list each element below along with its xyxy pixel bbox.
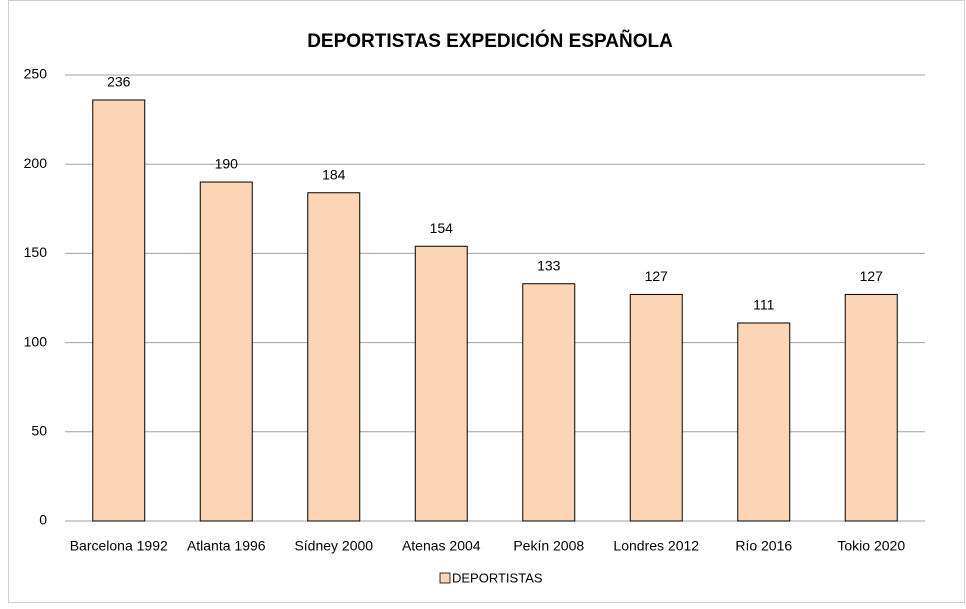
data-label: 154 (430, 220, 454, 236)
legend-label: DEPORTISTAS (452, 570, 543, 585)
chart-title: DEPORTISTAS EXPEDICIÓN ESPAÑOLA (307, 30, 673, 52)
data-label: 190 (215, 156, 239, 172)
bar (92, 99, 146, 522)
y-tick-label: 0 (39, 512, 47, 528)
bar (737, 322, 791, 522)
data-label: 236 (107, 74, 131, 90)
bar (844, 293, 898, 522)
bar (414, 245, 468, 522)
data-label: 133 (537, 257, 561, 273)
x-tick-label: Londres 2012 (613, 538, 699, 554)
bar (199, 181, 253, 522)
data-label: 184 (322, 166, 346, 182)
data-label: 127 (860, 268, 884, 284)
bar (307, 192, 361, 522)
x-tick-label: Atenas 2004 (402, 538, 481, 554)
y-tick-label: 200 (24, 155, 48, 171)
y-tick-label: 150 (24, 244, 48, 260)
data-label: 111 (753, 297, 774, 313)
x-tick-label: Barcelona 1992 (70, 538, 168, 554)
x-tick-label: Tokio 2020 (837, 538, 905, 554)
y-tick-label: 100 (24, 333, 48, 349)
data-label: 127 (645, 268, 669, 284)
x-tick-label: Atlanta 1996 (187, 538, 266, 554)
bar (522, 283, 576, 522)
legend-swatch (439, 572, 451, 584)
y-tick-label: 50 (31, 423, 47, 439)
x-tick-label: Pekín 2008 (513, 538, 584, 554)
bar (629, 293, 683, 522)
x-tick-label: Sídney 2000 (294, 538, 373, 554)
x-tick-label: Río 2016 (735, 538, 792, 554)
y-tick-label: 250 (24, 66, 48, 82)
chart-frame (8, 0, 965, 603)
